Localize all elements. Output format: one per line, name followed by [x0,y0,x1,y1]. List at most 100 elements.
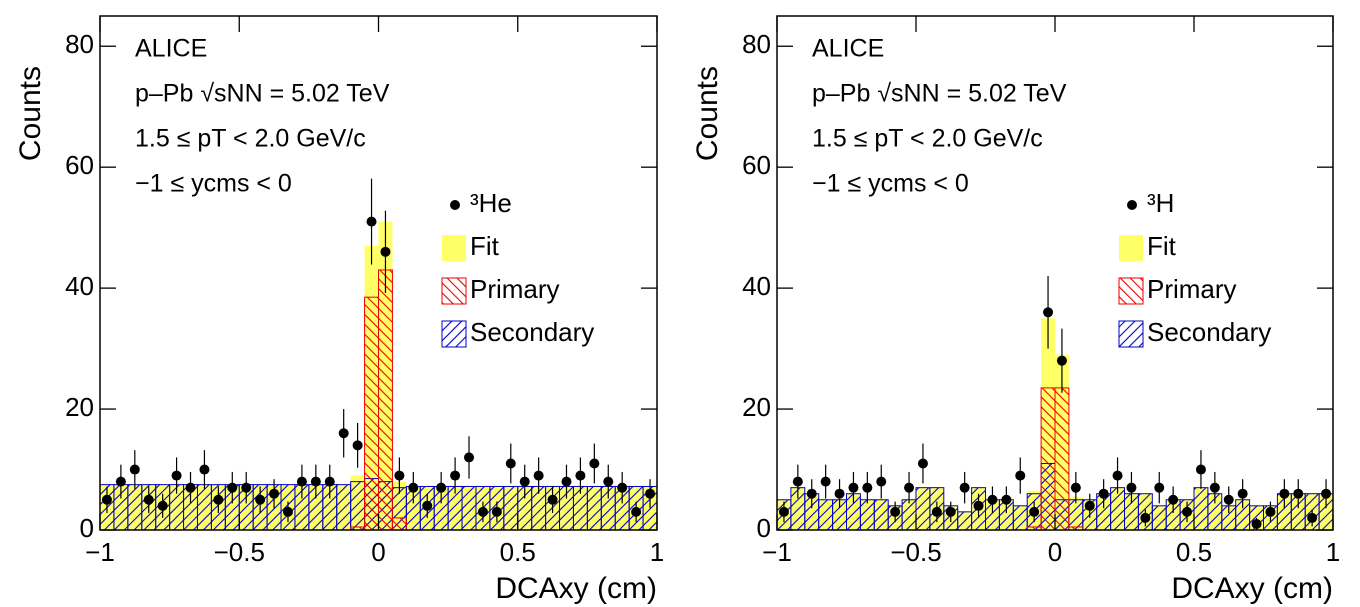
legend-swatch [441,320,467,348]
data-point [1154,482,1165,493]
x-tick-label: 1 [1326,537,1340,567]
data-point [631,506,642,517]
histogram-bar [350,481,366,531]
data-point [477,506,488,517]
data-point [1251,518,1262,529]
data-point [1098,488,1109,499]
data-point [519,476,530,487]
data-point [1029,506,1040,517]
y-tick-label: 80 [65,29,94,59]
annotation: 1.5 ≤ pT < 2.0 GeV/c [812,125,1043,153]
data-point [1126,482,1137,493]
y-tick-label: 60 [65,150,94,180]
x-tick-label: 0 [371,537,385,567]
legend-label: Fit [1147,231,1177,261]
legend-swatch [441,277,467,305]
data-point [227,482,238,493]
data-point [1056,355,1067,366]
data-point [533,470,544,481]
data-point [1307,512,1318,523]
histogram-bar [378,269,393,531]
x-tick-label: 0.5 [1176,537,1212,567]
data-point [1293,488,1304,499]
annotation: 1.5 ≤ pT < 2.0 GeV/c [135,125,366,153]
legend-label: Primary [470,274,560,304]
legend-label: Secondary [470,317,594,347]
annotation: p–Pb √sNN = 5.02 TeV [812,80,1067,108]
data-point [1043,307,1054,318]
y-tick-label: 0 [757,513,771,543]
data-point [778,506,789,517]
histogram-bar [1012,505,1028,531]
data-point [1112,470,1123,481]
histogram-bar [586,485,602,531]
data-point [199,464,210,475]
panel: 0 20 40 60 80 −1 −0.5 0 0.5 1 DCAxy (cm) Counts ALIC… [691,15,1340,605]
data-point [1209,482,1220,493]
data-point [1168,494,1179,505]
data-point [101,494,112,505]
data-point [380,246,391,257]
x-tick-label: −0.5 [890,537,941,567]
y-tick-label: 20 [742,392,771,422]
x-axis-title: DCAxy (cm) [495,572,657,605]
y-tick-label: 40 [65,271,94,301]
data-point [945,506,956,517]
data-point [394,470,405,481]
data-point [491,506,502,517]
data-point [617,482,628,493]
data-point [820,476,831,487]
data-point [931,506,942,517]
data-point [1001,494,1012,505]
data-point [1223,494,1234,505]
histogram-bar [503,485,519,531]
histogram-bar [336,484,352,531]
legend-label: Secondary [1147,317,1271,347]
x-tick-label: −0.5 [214,537,265,567]
panel: 0 20 40 60 80 −1 −0.5 0 0.5 1 DCAxy (cm) Counts ALIC… [14,15,664,605]
data-point [282,506,293,517]
data-point [505,458,516,469]
data-point [1195,464,1206,475]
data-point [422,500,433,511]
histogram-bar [957,511,973,531]
y-tick-label: 60 [742,150,771,180]
histogram-bar [391,517,407,531]
legend-swatch [442,235,466,261]
data-point [890,506,901,517]
histogram-bar [1110,487,1125,531]
data-point [904,482,915,493]
data-point [310,476,321,487]
x-tick-label: 0.5 [500,537,536,567]
histogram-bar [1040,387,1056,531]
histogram-bar [196,484,212,531]
data-point [324,476,335,487]
data-point [352,440,363,451]
annotation: −1 ≤ ycms < 0 [812,170,969,198]
y-tick-label: 0 [80,513,94,543]
x-tick-label: 1 [650,537,664,567]
legend-swatch [1118,320,1144,348]
legend-marker [450,200,460,210]
data-point [450,470,461,481]
data-point [255,494,266,505]
annotation: ALICE [812,35,884,63]
data-point [171,470,182,481]
data-point [185,482,196,493]
data-point [973,500,984,511]
data-point [848,482,859,493]
histogram-bar [364,296,380,531]
data-point [987,494,998,505]
data-point [792,476,803,487]
data-point [296,476,307,487]
histogram-bar [873,499,889,531]
legend-swatch [1119,235,1143,261]
data-point [338,428,349,439]
histogram-bar [1054,387,1070,531]
data-point [589,458,600,469]
data-point [1140,512,1151,523]
annotation: −1 ≤ ycms < 0 [135,170,292,198]
data-point [436,482,447,493]
annotation: ALICE [135,35,207,63]
data-point [603,476,614,487]
